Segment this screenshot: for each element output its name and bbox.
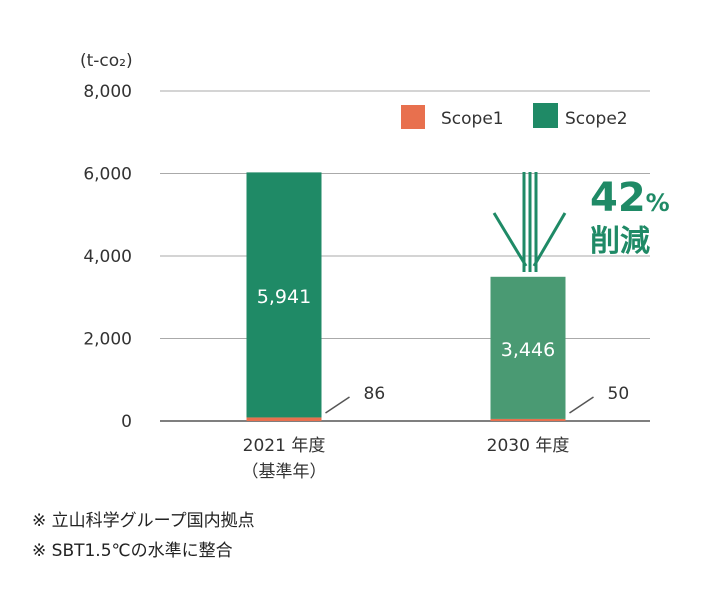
reduction-percent: 42% xyxy=(590,175,670,221)
legend-swatch-scope2 xyxy=(533,103,558,128)
note-1: ※ 立山科学グループ国内拠点 xyxy=(32,511,255,531)
legend-label-scope2: Scope2 xyxy=(565,109,628,129)
bar-scope1 xyxy=(490,418,566,421)
leader-line xyxy=(325,396,350,414)
y-tick-label: 2,000 xyxy=(83,330,132,350)
data-label-scope2: 3,446 xyxy=(501,339,555,361)
data-label-scope2: 5,941 xyxy=(257,286,311,308)
reduction-arrow-icon xyxy=(492,172,567,272)
y-tick-label: 6,000 xyxy=(83,165,132,185)
legend-swatch-scope1 xyxy=(401,105,425,129)
x-tick-label: 2021 年度 xyxy=(243,436,326,456)
y-tick-label: 8,000 xyxy=(83,82,132,102)
leader-line xyxy=(569,396,594,414)
x-tick-sublabel: （基準年） xyxy=(242,462,327,482)
x-tick-label: 2030 年度 xyxy=(487,436,570,456)
y-tick-label: 0 xyxy=(121,412,132,432)
bar-scope2 xyxy=(490,276,566,419)
legend-label-scope1: Scope1 xyxy=(441,109,504,129)
reduction-text: 削減 xyxy=(590,224,650,259)
bar-scope2 xyxy=(246,172,322,418)
legend: Scope1 Scope2 xyxy=(401,103,628,129)
data-label-scope1: 86 xyxy=(364,384,386,404)
bar-scope1 xyxy=(246,417,322,421)
y-tick-label: 4,000 xyxy=(83,247,132,267)
unit-label: (t-co₂) xyxy=(80,51,133,71)
data-label-scope1: 50 xyxy=(608,384,630,404)
note-2: ※ SBT1.5℃の水準に整合 xyxy=(32,541,233,561)
